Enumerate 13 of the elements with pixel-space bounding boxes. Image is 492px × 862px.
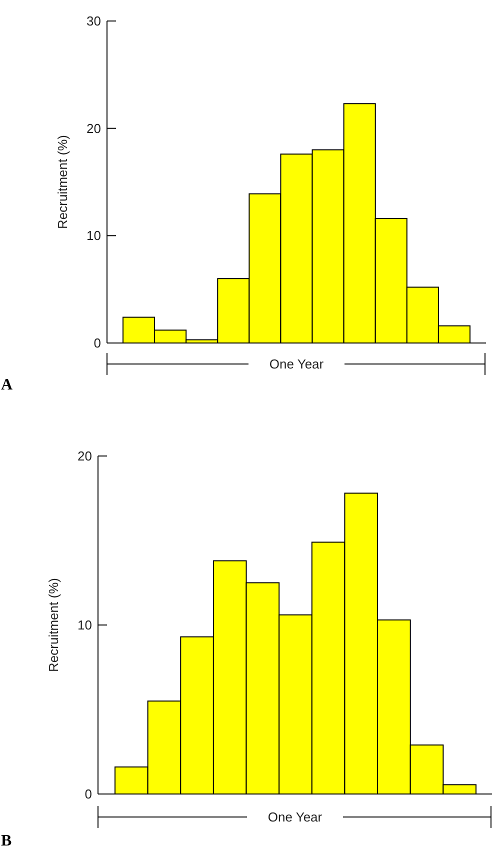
text: B: [1, 832, 12, 850]
y-axis-title: Recruitment (%): [46, 578, 61, 672]
y-tick-label: 30: [86, 14, 101, 29]
y-tick-label: 10: [78, 618, 92, 633]
text: A: [1, 376, 13, 394]
y-axis-title: Recruitment (%): [55, 135, 70, 229]
y-tick-label: 20: [78, 448, 92, 464]
y-tick-label: 0: [94, 336, 101, 351]
y-tick-label: 10: [86, 228, 101, 244]
x-axis-title: One Year: [268, 810, 323, 825]
y-tick-label: 20: [86, 120, 101, 136]
x-axis-title: One Year: [269, 356, 324, 372]
y-tick-label: 0: [84, 786, 92, 802]
